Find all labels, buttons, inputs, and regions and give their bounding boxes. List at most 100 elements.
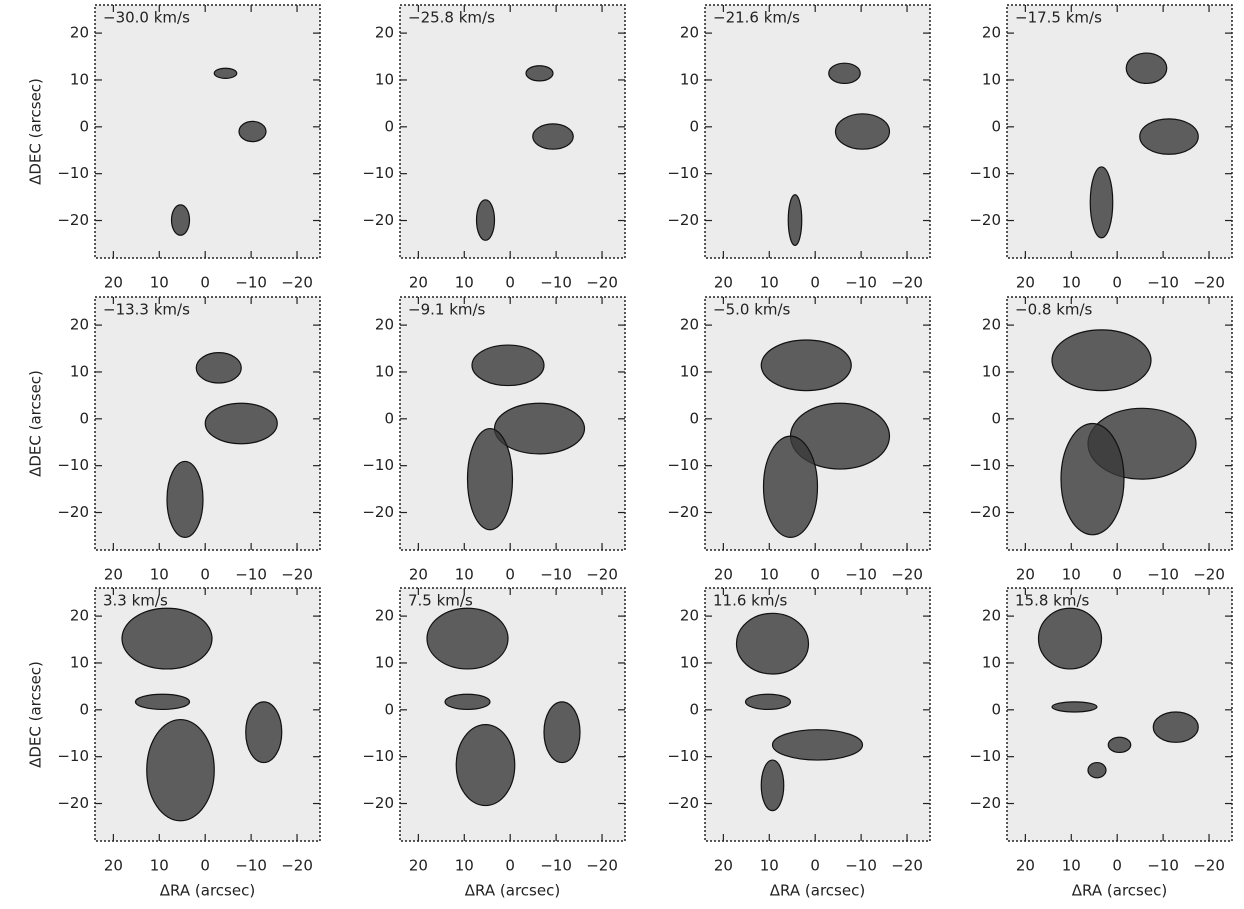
emission-region xyxy=(455,724,516,807)
emission-region xyxy=(760,759,785,812)
panel-title: 3.3 km/s xyxy=(103,592,168,610)
x-tick-label: 10 xyxy=(150,274,169,292)
panel: 20 10 0 −10 −20 −20 −10 0 10 20 −21.6 km/s xyxy=(667,4,931,292)
x-axis-label: ΔRA (arcsec) xyxy=(465,882,560,900)
y-tick-label: −10 xyxy=(667,747,699,765)
y-tick-label: 0 xyxy=(689,409,699,427)
y-tick-label: 0 xyxy=(79,117,89,135)
emission-region xyxy=(493,402,586,455)
emission-region xyxy=(1139,118,1199,155)
x-tick-label: −20 xyxy=(586,857,618,875)
emission-region xyxy=(525,65,554,82)
x-tick-label: 10 xyxy=(455,857,474,875)
emission-region xyxy=(195,352,242,384)
x-tick-label: 10 xyxy=(1062,857,1081,875)
y-tick-label: 0 xyxy=(79,700,89,718)
emission-region xyxy=(834,113,891,150)
x-axis-label: ΔRA (arcsec) xyxy=(160,882,255,900)
x-tick-label: 10 xyxy=(150,566,169,584)
x-axis-label: ΔRA (arcsec) xyxy=(770,882,865,900)
x-tick-label: −20 xyxy=(891,857,923,875)
panel-title: 15.8 km/s xyxy=(1015,592,1090,610)
emission-region xyxy=(238,120,267,143)
emission-region xyxy=(471,344,545,387)
x-tick-label: −10 xyxy=(1147,274,1179,292)
x-tick-label: 0 xyxy=(810,566,820,584)
y-tick-label: −10 xyxy=(362,164,394,182)
y-tick-label: −20 xyxy=(57,503,89,521)
plot-frame xyxy=(94,4,321,259)
y-tick-label: −20 xyxy=(969,211,1001,229)
y-tick-label: −10 xyxy=(362,456,394,474)
x-tick-label: 10 xyxy=(760,857,779,875)
y-tick-label: 20 xyxy=(680,607,699,625)
x-tick-label: 0 xyxy=(810,857,820,875)
y-tick-label: 20 xyxy=(982,316,1001,334)
x-tick-label: −10 xyxy=(540,566,572,584)
y-tick-label: −20 xyxy=(362,794,394,812)
y-tick-label: −10 xyxy=(57,747,89,765)
emission-region xyxy=(1125,52,1168,85)
emission-region xyxy=(444,693,491,711)
x-tick-label: 20 xyxy=(104,566,123,584)
panel: 20 10 0 −10 −20 −20 −10 0 10 20 −0.8 km/s xyxy=(969,296,1233,584)
emission-region xyxy=(744,693,792,711)
y-tick-label: 10 xyxy=(70,362,89,380)
plot-frame xyxy=(1006,587,1233,842)
emission-region xyxy=(426,607,509,670)
panel: 20 10 0 −10 −20 −20 −10 0 10 20 15.8 km/s ΔRA (arcs… xyxy=(969,587,1233,900)
x-tick-label: −20 xyxy=(1193,274,1225,292)
x-tick-label: 10 xyxy=(1062,566,1081,584)
emission-region xyxy=(828,62,861,85)
y-tick-label: 10 xyxy=(680,653,699,671)
x-tick-label: 0 xyxy=(200,274,210,292)
emission-region xyxy=(543,701,581,764)
x-tick-label: −10 xyxy=(1147,566,1179,584)
y-tick-label: −20 xyxy=(57,211,89,229)
x-tick-label: 20 xyxy=(104,857,123,875)
x-tick-label: −10 xyxy=(1147,857,1179,875)
y-tick-label: −10 xyxy=(667,456,699,474)
x-tick-label: 0 xyxy=(505,566,515,584)
panel-title: −30.0 km/s xyxy=(103,9,190,27)
y-tick-label: 10 xyxy=(680,70,699,88)
y-tick-label: 0 xyxy=(79,409,89,427)
panel-title: −13.3 km/s xyxy=(103,301,190,319)
y-tick-label: −20 xyxy=(362,503,394,521)
emission-region xyxy=(1060,422,1125,536)
x-tick-label: 20 xyxy=(1016,566,1035,584)
x-tick-label: −20 xyxy=(1193,566,1225,584)
y-tick-label: 20 xyxy=(680,24,699,42)
x-tick-label: −20 xyxy=(281,274,313,292)
y-tick-label: 20 xyxy=(982,24,1001,42)
x-tick-label: 0 xyxy=(505,857,515,875)
x-tick-label: −20 xyxy=(1193,857,1225,875)
x-tick-label: 20 xyxy=(409,274,428,292)
emission-region xyxy=(1087,761,1107,779)
y-tick-label: 10 xyxy=(982,70,1001,88)
panel: 20 10 0 −10 −20 −20 −10 0 10 20 −30.0 km/s ΔDEC (ar… xyxy=(27,4,321,292)
emission-region xyxy=(1051,701,1098,713)
y-tick-label: 0 xyxy=(991,700,1001,718)
emission-region xyxy=(166,460,204,538)
emission-region xyxy=(1107,736,1132,754)
emission-region xyxy=(1152,711,1199,743)
emission-region xyxy=(762,435,819,538)
y-tick-label: −20 xyxy=(667,503,699,521)
x-tick-label: −10 xyxy=(540,274,572,292)
emission-region xyxy=(1051,329,1152,392)
x-tick-label: −10 xyxy=(235,857,267,875)
y-tick-label: 10 xyxy=(375,362,394,380)
emission-region xyxy=(532,123,574,150)
y-tick-label: 20 xyxy=(375,316,394,334)
y-tick-label: 10 xyxy=(375,70,394,88)
y-tick-label: 20 xyxy=(680,316,699,334)
y-tick-label: 20 xyxy=(375,24,394,42)
emission-region xyxy=(735,612,810,675)
y-tick-label: −20 xyxy=(667,211,699,229)
y-tick-label: 0 xyxy=(689,117,699,135)
x-tick-label: 0 xyxy=(810,274,820,292)
y-tick-label: 10 xyxy=(982,362,1001,380)
x-tick-label: −20 xyxy=(281,857,313,875)
y-tick-label: 10 xyxy=(70,653,89,671)
